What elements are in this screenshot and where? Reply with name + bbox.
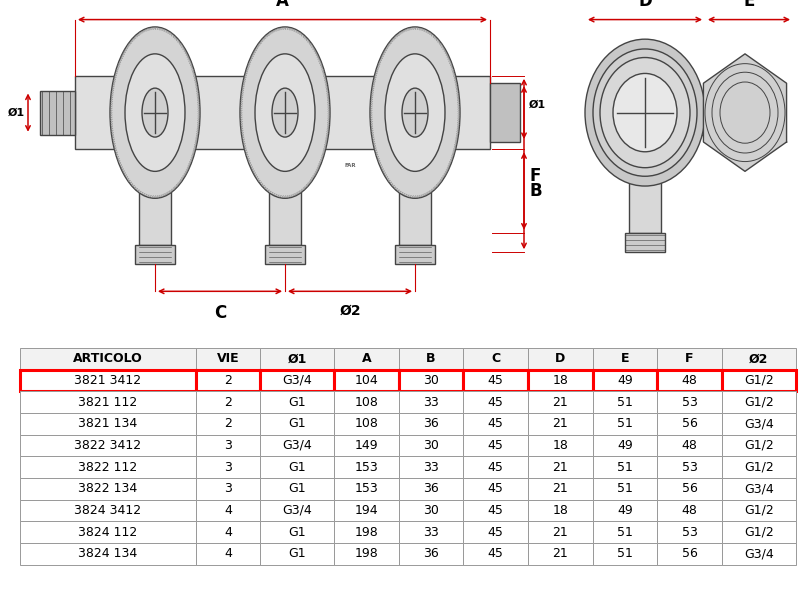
Ellipse shape [240,27,329,198]
Bar [489,83,519,142]
Ellipse shape [255,54,315,171]
Ellipse shape [142,88,168,137]
Circle shape [599,58,689,168]
Text: Ø1: Ø1 [7,108,24,118]
Circle shape [592,49,696,176]
Text: C: C [213,304,225,321]
Bar [268,149,301,245]
Bar [75,76,489,149]
Bar [264,245,305,264]
Ellipse shape [370,27,460,198]
Text: FAR: FAR [344,163,355,168]
Text: D: D [637,0,651,10]
Polygon shape [702,54,786,171]
Circle shape [612,73,676,152]
Bar [696,91,704,135]
Ellipse shape [384,54,444,171]
Bar [629,149,660,233]
Ellipse shape [272,88,298,137]
Bar [135,245,175,264]
Text: Ø2: Ø2 [339,304,360,318]
Bar [398,149,431,245]
Ellipse shape [125,54,185,171]
Ellipse shape [401,88,427,137]
Ellipse shape [109,27,200,198]
Text: A: A [276,0,289,10]
Bar [40,91,75,135]
Text: Ø1: Ø1 [528,100,546,110]
Bar [139,149,171,245]
Text: B: B [530,182,542,200]
Bar [624,233,664,252]
Text: F: F [530,167,541,185]
Bar [394,245,435,264]
Circle shape [584,39,704,186]
Text: E: E [742,0,753,10]
